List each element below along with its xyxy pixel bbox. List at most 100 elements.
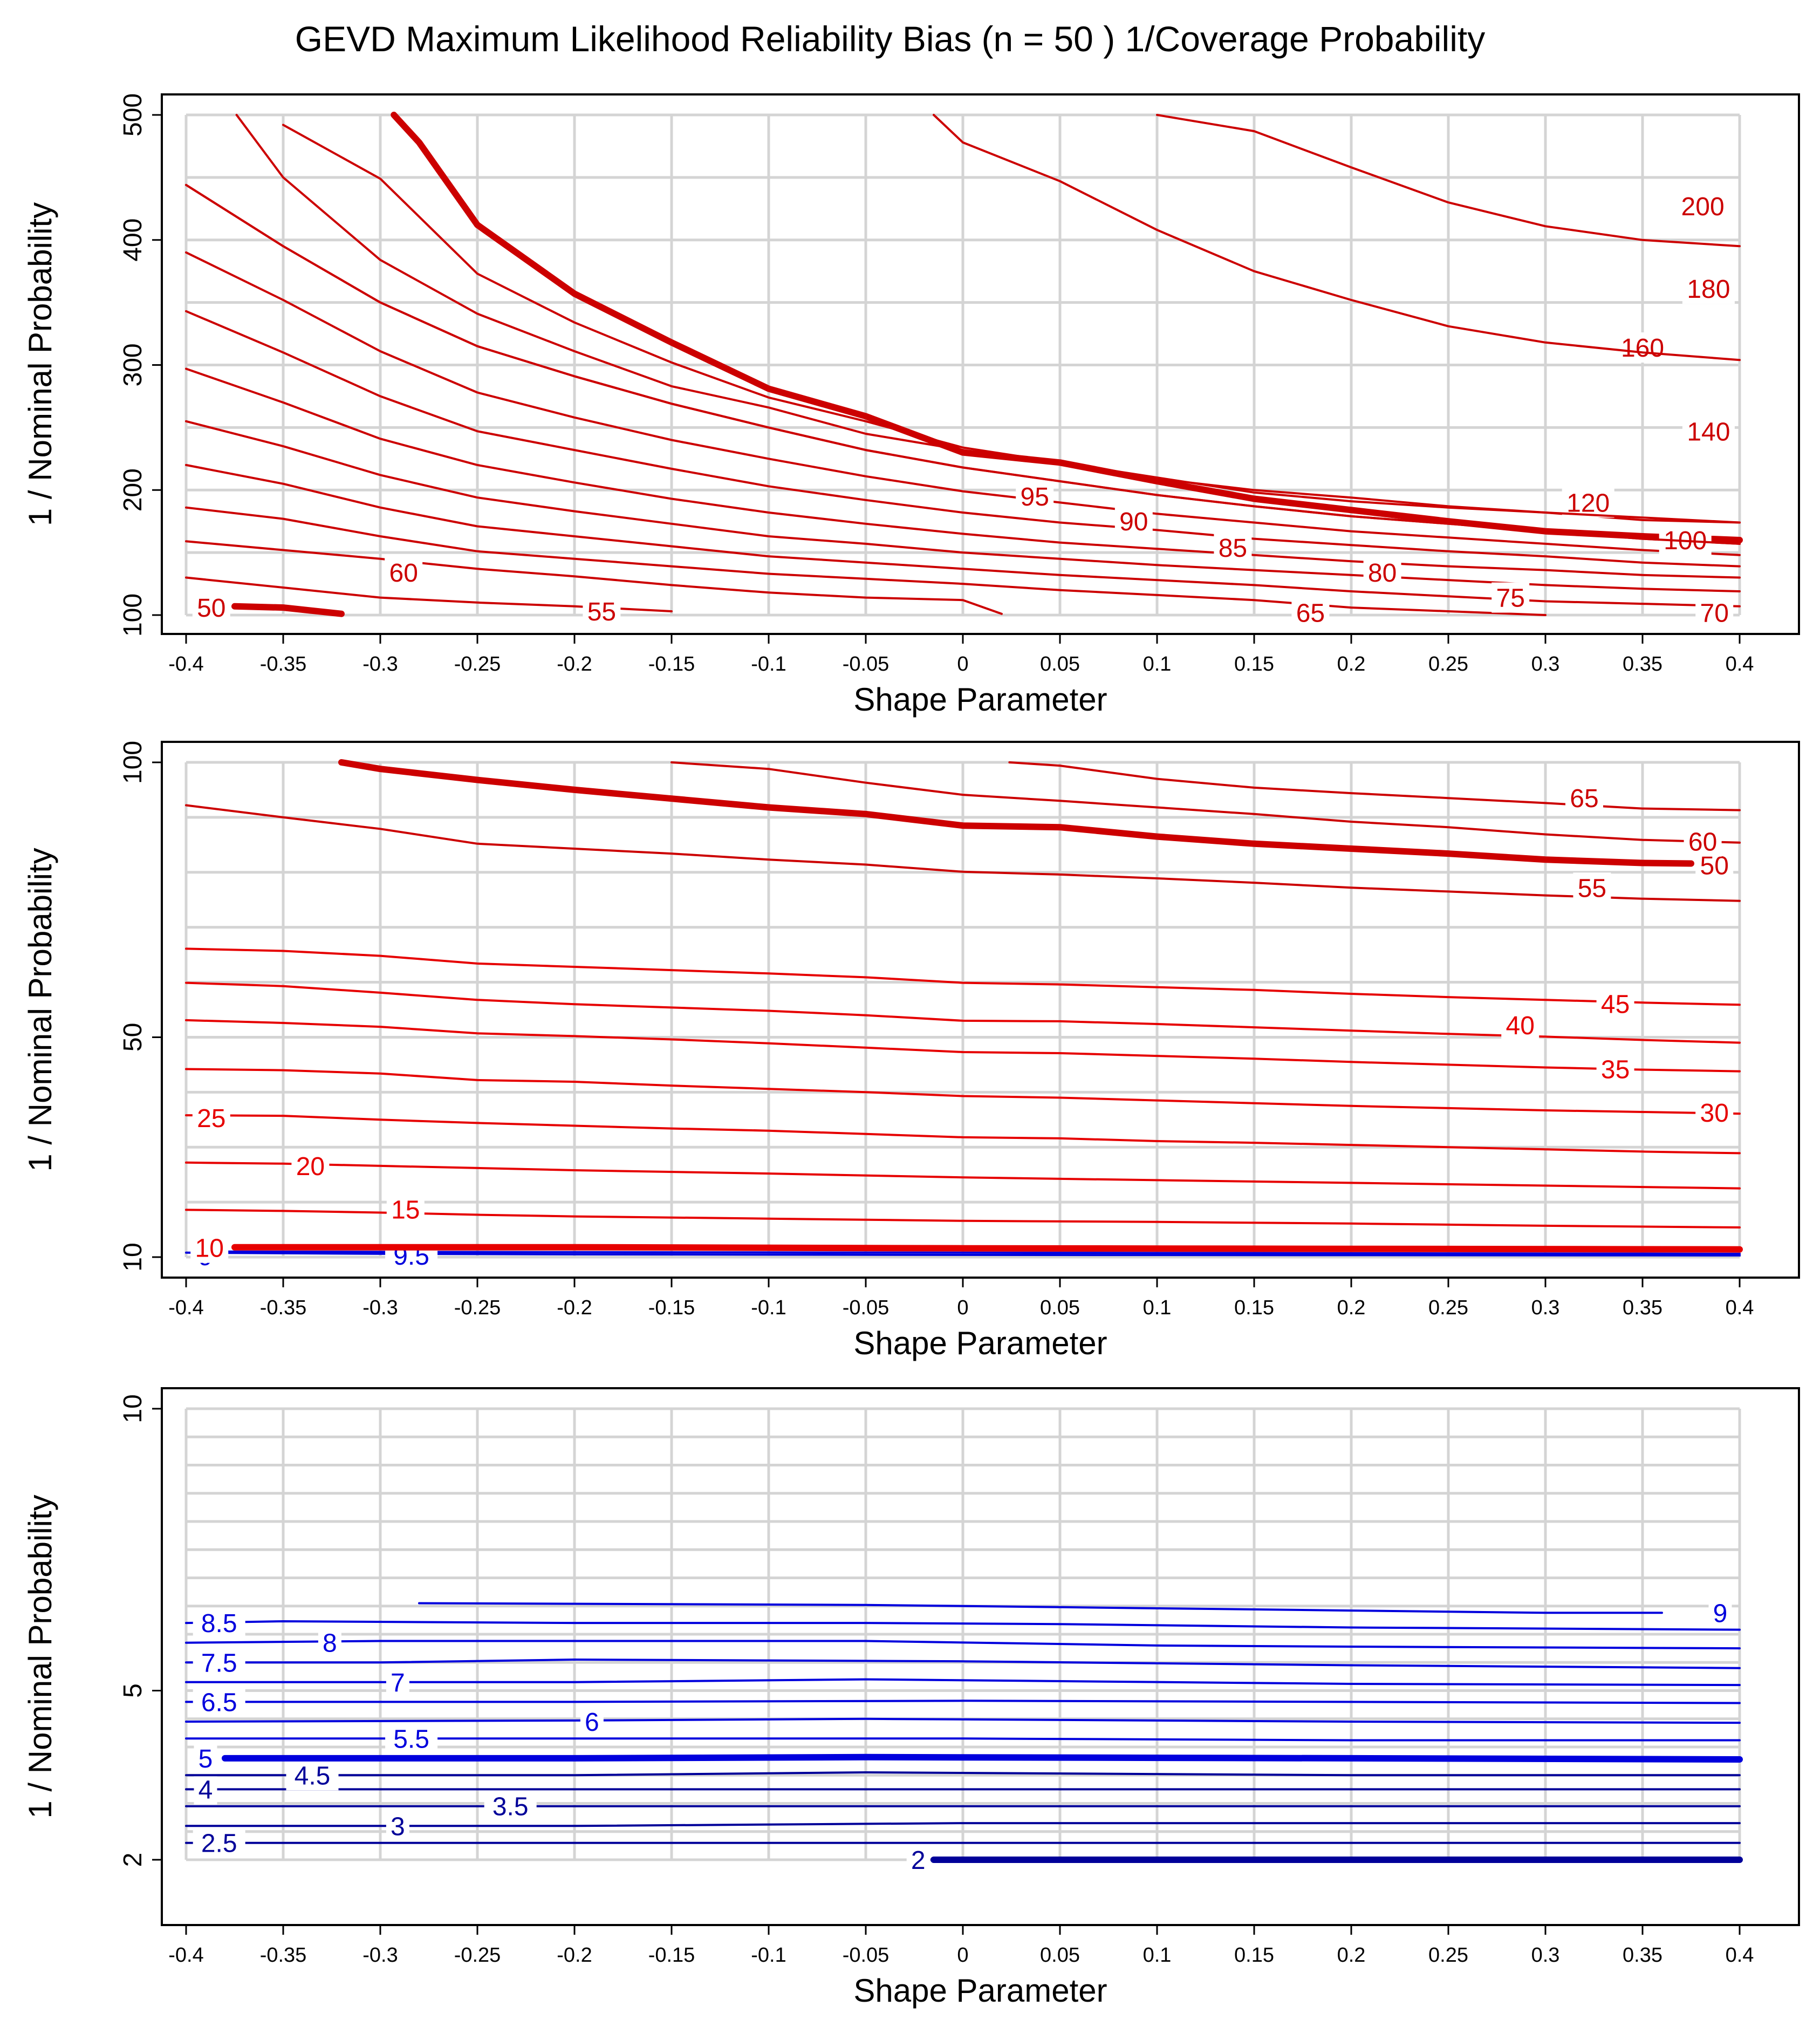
contour-label-140: 140 <box>1687 418 1730 446</box>
x-tick-label: 0.05 <box>1040 1296 1080 1319</box>
contour-label-bg <box>1596 1054 1634 1084</box>
contour-label-bg <box>1677 191 1729 222</box>
contour-label-bg <box>1565 783 1603 814</box>
x-tick-label: 0.25 <box>1428 653 1468 675</box>
contour-label-bg <box>1491 582 1530 613</box>
contour-label-70: 70 <box>1700 599 1729 627</box>
contour-line-9 <box>418 1602 1663 1614</box>
x-tick-label: 0.2 <box>1337 1296 1366 1319</box>
contour-label-bg <box>194 1743 217 1773</box>
contour-line-7-5 <box>185 1659 1741 1669</box>
contour-label-bg <box>484 1791 537 1821</box>
contour-label-bg <box>194 1774 217 1805</box>
contour-line-8 <box>185 1640 1741 1650</box>
contour-label-bg <box>193 1687 245 1717</box>
contour-line-3 <box>185 1822 1741 1827</box>
contour-label-7-5: 7.5 <box>201 1649 237 1677</box>
y-tick-label: 2 <box>119 1853 147 1867</box>
x-tick-label: 0.15 <box>1234 1944 1274 1967</box>
x-tick-label: 0.05 <box>1040 653 1080 675</box>
contour-label-bg <box>190 1232 229 1263</box>
grid <box>184 1407 1741 1861</box>
contour-label-60: 60 <box>1688 828 1717 857</box>
contour-label-55: 55 <box>1578 874 1606 903</box>
contour-line-7 <box>185 1678 1741 1687</box>
contour-line-6-5 <box>185 1700 1741 1704</box>
contour-line-5-5 <box>185 1737 1741 1742</box>
x-tick-label: -0.15 <box>648 1944 695 1967</box>
chart-panel-2: -0.4 -0.35 -0.3 -0.25 -0.2 -0.15 -0.1 -0.05 0 0.0… <box>22 741 1800 1361</box>
contour-label-bg <box>1695 597 1734 628</box>
contour-label-7: 7 <box>391 1669 405 1697</box>
contour-line-40 <box>185 981 1741 1044</box>
contour-line-60 <box>185 540 1003 615</box>
contour-label-bg <box>1684 826 1722 857</box>
x-tick-label: 0 <box>957 1296 968 1319</box>
x-tick-label: 0.3 <box>1531 1944 1560 1967</box>
y-axis-title: 1 / Nominal Probability <box>22 202 58 526</box>
contour-label-65: 65 <box>1570 784 1598 813</box>
contour-label-6-5: 6.5 <box>201 1688 237 1717</box>
y-axis-title: 1 / Nominal Probability <box>22 1494 58 1818</box>
plot-frame <box>161 1387 1800 1926</box>
x-tick-label: 0.1 <box>1143 653 1172 675</box>
x-tick-label: -0.05 <box>843 1944 890 1967</box>
contour-label-bg <box>193 1608 245 1639</box>
contour-label-bg <box>1501 1010 1540 1041</box>
x-tick-label: -0.35 <box>260 1944 307 1967</box>
contour-label-2: 2 <box>911 1846 926 1875</box>
x-tick-label: 0.1 <box>1143 1296 1172 1319</box>
contour-line-55 <box>185 804 1741 902</box>
x-tick-label: 0.4 <box>1726 1944 1754 1967</box>
contour-line-140 <box>235 114 1741 524</box>
contour-label-10: 10 <box>195 1234 224 1263</box>
chart-title: GEVD Maximum Likelihood Reliability Bias… <box>295 19 1485 59</box>
contour-label-8: 8 <box>323 1629 337 1658</box>
contour-label-6: 6 <box>585 1708 599 1737</box>
contour-line-30 <box>185 1068 1741 1115</box>
contour-line-9 <box>185 1251 1741 1257</box>
grid <box>184 113 1741 617</box>
y-tick-label: 10 <box>119 1394 147 1423</box>
contour-label-45: 45 <box>1601 990 1630 1019</box>
contour-line-5 <box>222 1753 1743 1763</box>
x-tick-label: 0.35 <box>1623 1944 1662 1967</box>
x-tick-label: -0.2 <box>557 1944 592 1967</box>
x-tick-label: 0.35 <box>1623 1296 1662 1319</box>
contour-line-160 <box>185 183 1741 545</box>
contour-line-100 <box>391 112 1743 543</box>
x-tick-label: -0.25 <box>454 1944 501 1967</box>
contour-label-bg <box>193 1647 245 1678</box>
contour-label-65: 65 <box>1296 599 1325 627</box>
y-tick-label: 5 <box>119 1683 147 1698</box>
contour-line-50 <box>231 603 345 617</box>
contour-line-45 <box>185 947 1741 1006</box>
contour-line-10 <box>231 1244 1743 1253</box>
contour-label-120: 120 <box>1566 489 1610 517</box>
x-tick-label: 0.25 <box>1428 1296 1468 1319</box>
contour-label-bg <box>386 1194 425 1225</box>
contour-label-180: 180 <box>1687 275 1730 304</box>
contour-label-60: 60 <box>389 559 418 588</box>
contour-label-bg <box>318 1627 341 1658</box>
x-tick-label: -0.3 <box>362 1296 398 1319</box>
contour-label-bg <box>385 557 423 588</box>
x-tick-label: 0 <box>957 1944 968 1967</box>
x-tick-label: -0.35 <box>260 653 307 675</box>
contour-line-35 <box>185 1019 1741 1073</box>
x-tick-label: 0.35 <box>1623 653 1662 675</box>
x-tick-label: -0.1 <box>751 653 786 675</box>
grid <box>184 761 1741 1259</box>
contour-label-5: 5 <box>199 1745 213 1773</box>
x-tick-label: -0.1 <box>751 1944 786 1967</box>
plot-frame <box>161 741 1800 1279</box>
contour-label-55: 55 <box>587 598 616 626</box>
contour-label-90: 90 <box>1119 508 1148 536</box>
contour-label-bg <box>1562 487 1614 518</box>
x-tick-label: 0.2 <box>1337 1944 1366 1967</box>
x-tick-label: 0.05 <box>1040 1944 1080 1967</box>
x-tick-label: -0.25 <box>454 1296 501 1319</box>
contour-label-5-5: 5.5 <box>393 1725 429 1753</box>
x-tick-label: -0.3 <box>362 1944 398 1967</box>
chart-panel-1: -0.4 -0.35 -0.3 -0.25 -0.2 -0.15 -0.1 -0.05 0 0.0… <box>22 93 1800 718</box>
